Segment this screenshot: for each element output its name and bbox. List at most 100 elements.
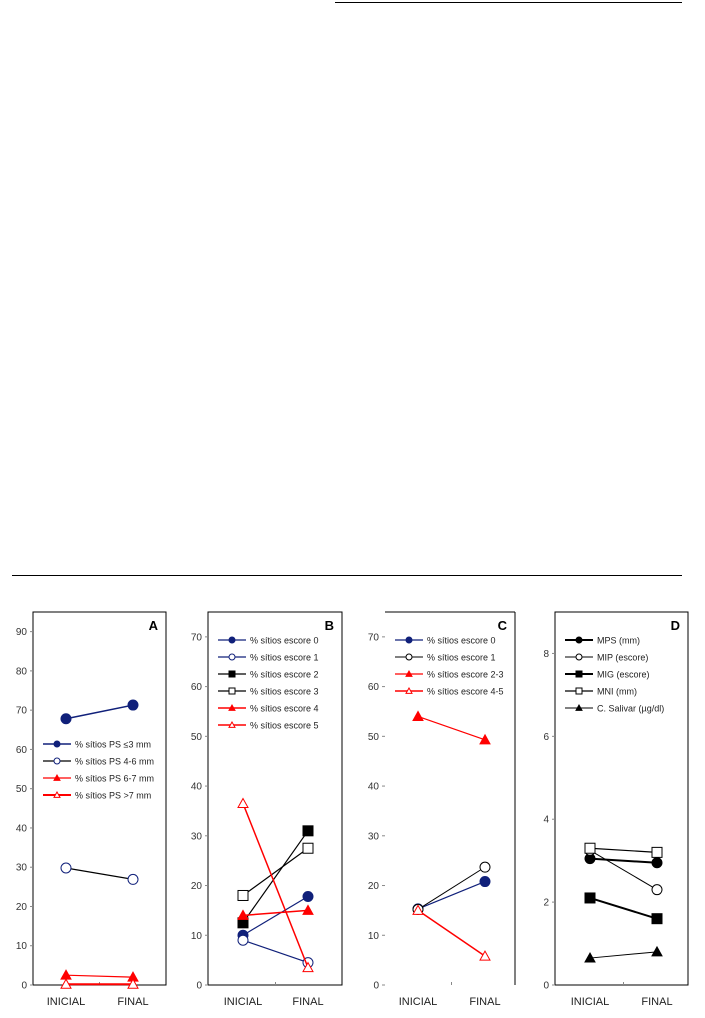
y-tick-label: 8 xyxy=(543,649,549,660)
data-point xyxy=(127,699,139,711)
legend-entry: % sítios escore 0 xyxy=(218,636,319,646)
series-line xyxy=(589,847,658,853)
legend-entry: MIP (escore) xyxy=(565,653,648,663)
y-tick-label: 60 xyxy=(191,682,203,693)
y-tick-label: 10 xyxy=(16,941,28,952)
y-tick-label: 70 xyxy=(191,632,203,643)
x-tick-label: INICIAL xyxy=(47,996,86,1008)
series-line xyxy=(242,803,309,968)
panel-label: A xyxy=(149,618,159,633)
data-point xyxy=(412,904,424,915)
plot-frame xyxy=(554,611,689,986)
y-tick-label: 70 xyxy=(16,706,28,717)
y-tick-label: 80 xyxy=(16,666,28,677)
series-3 xyxy=(584,892,663,925)
plot-frame xyxy=(207,611,343,986)
y-tick-label: 0 xyxy=(21,981,27,992)
series-1 xyxy=(584,853,663,869)
legend-marker xyxy=(405,653,413,661)
series-line xyxy=(417,880,486,910)
legend-label: % sítios escore 2-3 xyxy=(427,670,504,680)
series-4 xyxy=(60,978,139,989)
x-tick-label: FINAL xyxy=(641,996,672,1008)
legend-label: % sítios PS 4-6 mm xyxy=(75,757,154,767)
x-tick-label: INICIAL xyxy=(399,996,438,1008)
data-point xyxy=(651,884,663,896)
data-point xyxy=(302,904,314,915)
series-2 xyxy=(60,862,139,885)
series-4 xyxy=(237,842,314,901)
data-point xyxy=(412,710,424,721)
series-line xyxy=(242,847,309,896)
top-rule xyxy=(335,2,682,3)
legend-label: % sítios PS 6-7 mm xyxy=(75,774,154,784)
data-point xyxy=(479,733,491,745)
y-tick-label: 2 xyxy=(543,898,549,909)
chart-panel-b: 0 10 20 30 40 50 60 70 INICIAL FINAL B % sítios esc… xyxy=(191,611,343,1008)
y-tick-label: 40 xyxy=(368,782,380,793)
legend-marker xyxy=(405,636,413,644)
y-tick-label: 20 xyxy=(191,881,203,892)
legend-entry: % sítios PS >7 mm xyxy=(43,791,151,801)
panel-label: C xyxy=(498,618,508,633)
chart-panel-d: 0 2 4 6 8 INICIAL FINAL D MPS (mm) MIP (escore) MI… xyxy=(543,611,689,1008)
y-tick-label: 30 xyxy=(368,831,380,842)
y-tick-label: 60 xyxy=(16,745,28,756)
data-point xyxy=(60,713,72,725)
legend-label: % sítios escore 3 xyxy=(250,687,319,697)
series-line xyxy=(242,830,309,924)
series-3 xyxy=(412,710,491,745)
series-line xyxy=(65,867,134,880)
data-point xyxy=(60,969,72,980)
legend-entry: % sítios escore 5 xyxy=(218,721,319,731)
y-tick-label: 50 xyxy=(191,732,203,743)
y-tick-label: 40 xyxy=(191,782,203,793)
data-point xyxy=(651,945,663,957)
x-tick-label: FINAL xyxy=(469,996,500,1008)
series-1 xyxy=(60,699,139,725)
series-line xyxy=(242,939,309,964)
series-line xyxy=(417,715,486,741)
section-rule xyxy=(12,575,682,576)
legend-label: % sítios escore 0 xyxy=(250,636,319,646)
legend-label: MIG (escore) xyxy=(597,670,650,680)
legend-entry: % sítios escore 3 xyxy=(218,687,319,697)
legend-entry: MPS (mm) xyxy=(565,636,640,646)
legend-marker xyxy=(575,653,583,661)
legend-marker xyxy=(53,790,61,798)
legend-label: C. Salivar (µg/dl) xyxy=(597,704,664,714)
data-point xyxy=(237,909,249,920)
data-point xyxy=(237,889,249,901)
legend-entry: % sítios escore 0 xyxy=(395,636,496,646)
y-tick-label: 0 xyxy=(543,981,549,992)
legend-marker xyxy=(53,757,61,765)
legend-marker xyxy=(228,720,236,728)
legend-entry: % sítios escore 2 xyxy=(218,670,319,680)
panel-label: B xyxy=(325,618,334,633)
y-tick-label: 20 xyxy=(368,881,380,892)
y-tick-label: 30 xyxy=(191,831,203,842)
y-tick-label: 60 xyxy=(368,682,380,693)
y-tick-label: 50 xyxy=(368,732,380,743)
y-tick-label: 20 xyxy=(16,902,28,913)
data-point xyxy=(237,934,249,946)
y-tick-label: 0 xyxy=(196,981,202,992)
series-2 xyxy=(584,844,663,896)
legend-marker xyxy=(53,740,61,748)
legend-label: % sítios escore 1 xyxy=(427,653,496,663)
legend-label: % sítios escore 1 xyxy=(250,653,319,663)
legend-marker xyxy=(575,703,583,711)
data-point xyxy=(302,825,314,837)
series-line xyxy=(589,951,658,959)
legend-marker xyxy=(228,687,236,695)
legend-marker xyxy=(575,636,583,644)
series-6 xyxy=(237,797,314,973)
data-point xyxy=(479,876,491,888)
legend-entry: % sítios PS ≤3 mm xyxy=(43,740,151,750)
legend-label: % sítios escore 2 xyxy=(250,670,319,680)
data-point xyxy=(60,862,72,874)
legend-label: % sítios escore 5 xyxy=(250,721,319,731)
legend-entry: % sítios escore 2-3 xyxy=(395,670,504,680)
data-point xyxy=(479,950,491,961)
